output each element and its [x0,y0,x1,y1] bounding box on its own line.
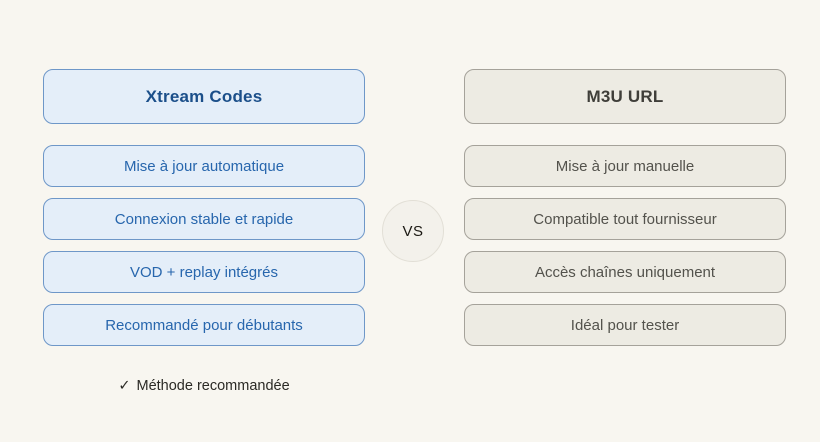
xtream-feature-beginner-recommended: Recommandé pour débutants [43,304,365,346]
m3u-feature-provider-compatible: Compatible tout fournisseur [464,198,786,240]
recommended-method-note: ✓ Méthode recommandée [43,378,365,394]
xtream-feature-auto-update: Mise à jour automatique [43,145,365,187]
m3u-url-header: M3U URL [464,69,786,124]
xtream-codes-column: Xtream Codes Mise à jour automatique Con… [43,69,365,394]
xtream-codes-header: Xtream Codes [43,69,365,124]
m3u-feature-channels-only: Accès chaînes uniquement [464,251,786,293]
vs-badge: VS [382,200,444,262]
m3u-url-column: M3U URL Mise à jour manuelle Compatible … [464,69,786,357]
recommended-method-label: Méthode recommandée [136,378,290,394]
checkmark-icon: ✓ [118,378,131,394]
xtream-feature-vod-replay: VOD + replay intégrés [43,251,365,293]
m3u-feature-manual-update: Mise à jour manuelle [464,145,786,187]
xtream-feature-stable-connection: Connexion stable et rapide [43,198,365,240]
m3u-feature-ideal-testing: Idéal pour tester [464,304,786,346]
